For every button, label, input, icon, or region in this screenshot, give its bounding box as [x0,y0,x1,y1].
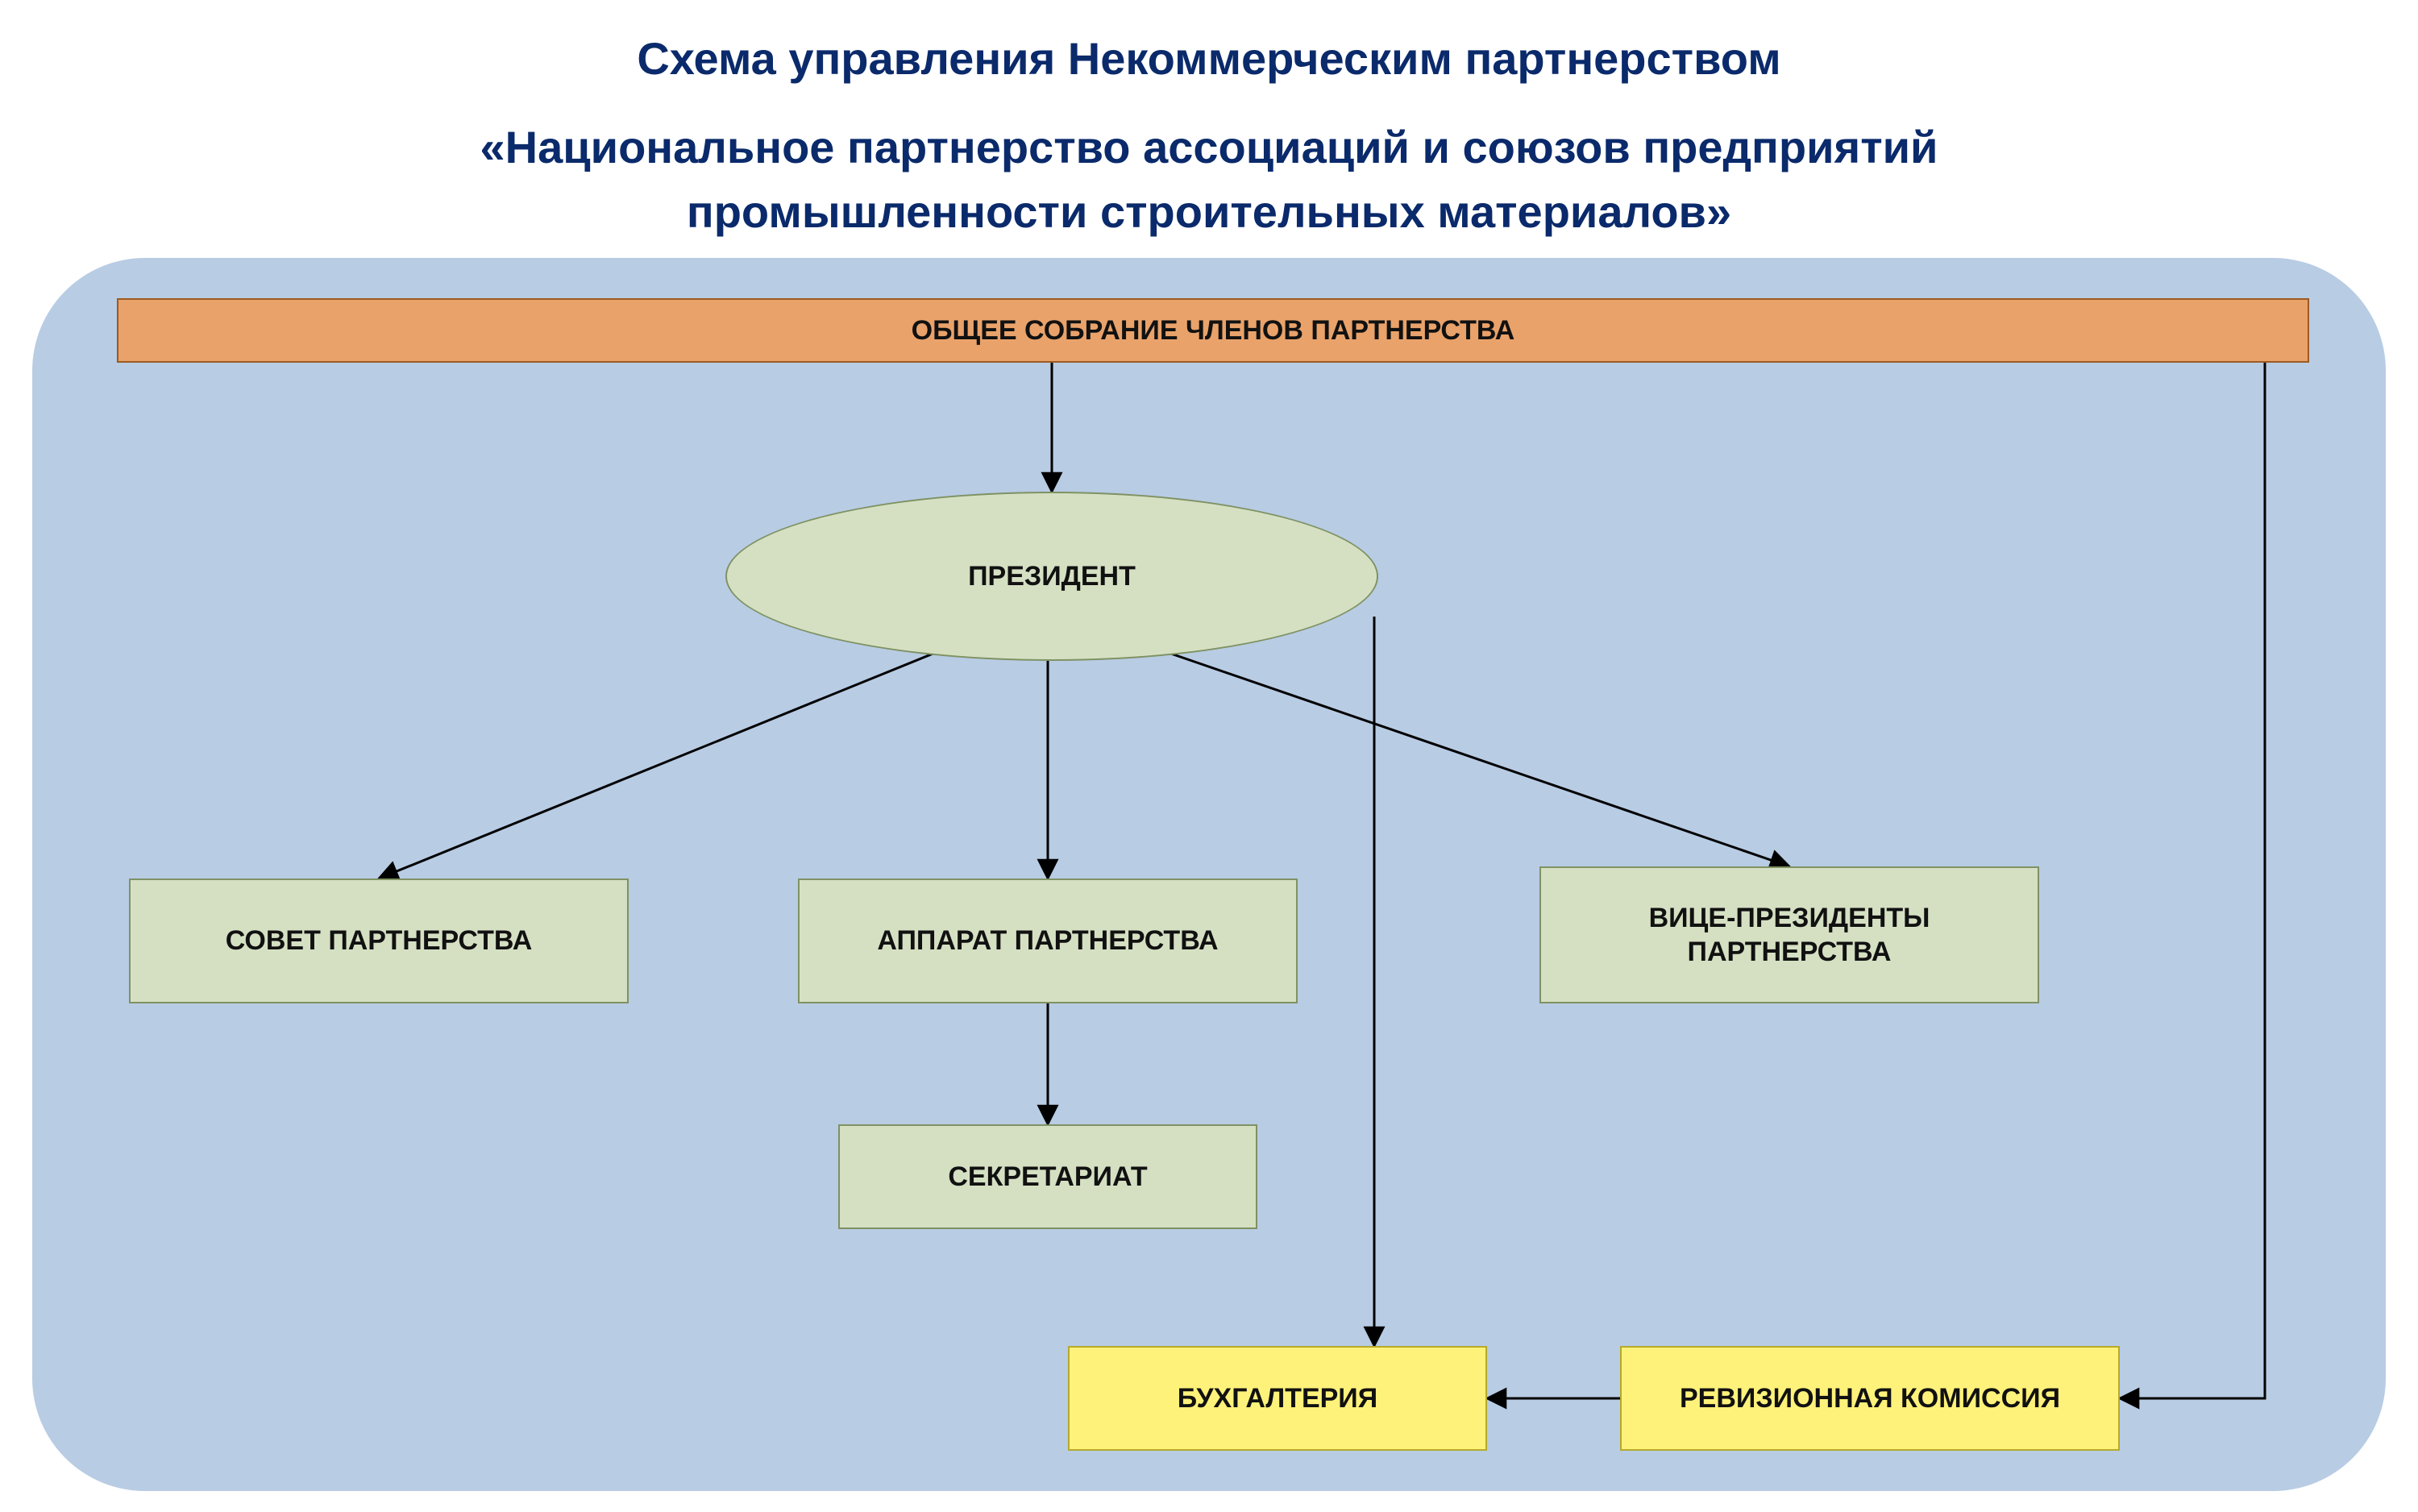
node-label-accounting: БУХГАЛТЕРИЯ [1178,1381,1377,1416]
page: Схема управления Некоммерческим партнерс… [0,0,2418,1512]
page-title-line-1: Схема управления Некоммерческим партнерс… [0,32,2418,85]
node-label-secretariat: СЕКРЕТАРИАТ [948,1160,1147,1194]
node-audit: РЕВИЗИОННАЯ КОМИССИЯ [1620,1346,2120,1451]
page-title-line-2: «Национальное партнерство ассоциаций и с… [0,121,2418,173]
node-label-audit: РЕВИЗИОННАЯ КОМИССИЯ [1680,1381,2060,1416]
node-president: ПРЕЗИДЕНТ [725,492,1378,661]
edge-president-to-council [379,653,935,879]
org-chart: ОБЩЕЕ СОБРАНИЕ ЧЛЕНОВ ПАРТНЕРСТВА ПРЕЗИДЕ… [32,258,2386,1491]
node-label-president: ПРЕЗИДЕНТ [968,559,1136,594]
node-vicepres: ВИЦЕ-ПРЕЗИДЕНТЫ ПАРТНЕРСТВА [1539,866,2039,1003]
node-assembly: ОБЩЕЕ СОБРАНИЕ ЧЛЕНОВ ПАРТНЕРСТВА [117,298,2309,363]
node-label-assembly: ОБЩЕЕ СОБРАНИЕ ЧЛЕНОВ ПАРТНЕРСТВА [912,314,1515,348]
edge-assembly-to-audit [2120,363,2265,1398]
node-secretariat: СЕКРЕТАРИАТ [838,1124,1257,1229]
node-label-vicepres: ВИЦЕ-ПРЕЗИДЕНТЫ ПАРТНЕРСТВА [1649,901,1930,970]
node-apparatus: АППАРАТ ПАРТНЕРСТВА [798,879,1298,1003]
page-title-line-3: промышленности строительных материалов» [0,185,2418,238]
node-council: СОВЕТ ПАРТНЕРСТВА [129,879,629,1003]
node-label-council: СОВЕТ ПАРТНЕРСТВА [226,924,533,958]
edge-president-to-vicepres [1169,653,1789,866]
node-accounting: БУХГАЛТЕРИЯ [1068,1346,1487,1451]
node-label-apparatus: АППАРАТ ПАРТНЕРСТВА [877,924,1218,958]
